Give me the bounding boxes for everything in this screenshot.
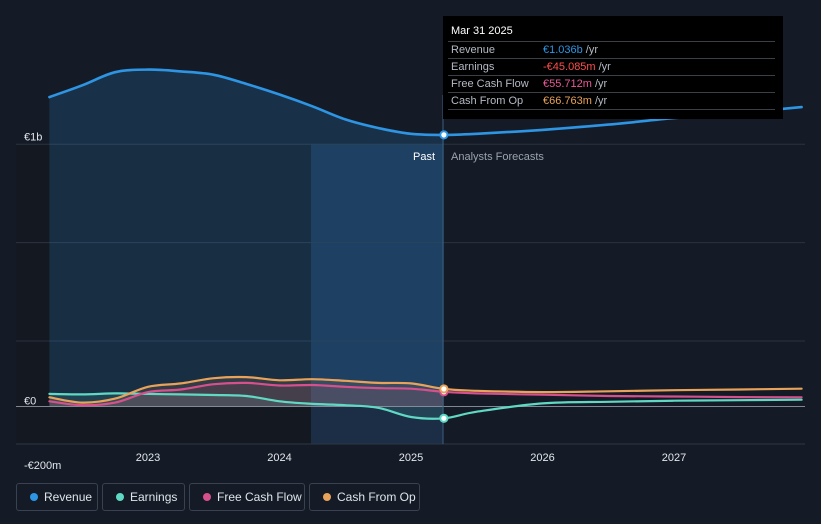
free-cash-flow-line: [48, 381, 803, 407]
tooltip-label: Free Cash Flow: [451, 78, 529, 90]
past-shade: [311, 144, 443, 444]
revenue-line: [48, 68, 803, 137]
tooltip-row-revenue: Revenue €1.036b/yr: [443, 41, 783, 58]
x-axis-label: 2025: [399, 452, 423, 464]
y-axis-label: €0: [24, 396, 36, 408]
legend-label: Cash From Op: [337, 490, 416, 504]
legend-item-earnings[interactable]: Earnings: [102, 483, 185, 511]
legend-item-revenue[interactable]: Revenue: [16, 483, 98, 511]
legend-dot-icon: [203, 493, 211, 501]
tooltip-label: Cash From Op: [451, 95, 524, 107]
x-axis-labels: 2023 2024 2025 2026 2027: [136, 452, 686, 464]
legend-dot-icon: [116, 493, 124, 501]
x-axis-label: 2027: [662, 452, 686, 464]
legend-dot-icon: [30, 493, 38, 501]
x-axis-label: 2023: [136, 452, 160, 464]
earnings-marker: [439, 413, 449, 423]
free-cash-flow-area: [49, 382, 444, 407]
tooltip-value: €66.763m: [543, 95, 592, 107]
tooltip-unit: /yr: [594, 78, 608, 90]
tooltip-unit: /yr: [594, 95, 608, 107]
series-areas: [49, 69, 444, 419]
legend-label: Revenue: [44, 490, 93, 504]
tooltip-row-cash-from-op: Cash From Op €66.763m/yr: [443, 92, 783, 110]
cash-from-op-area: [49, 376, 444, 407]
legend-item-free-cash-flow[interactable]: Free Cash Flow: [189, 483, 305, 511]
tooltip-unit: /yr: [598, 61, 611, 73]
tooltip-row-free-cash-flow: Free Cash Flow €55.712m/yr: [443, 75, 783, 92]
tooltip-value: -€45.085m: [543, 61, 596, 73]
y-axis-labels: €1b €0 -€200m: [24, 131, 61, 472]
y-axis-label: €1b: [24, 131, 42, 143]
tooltip-value: €1.036b: [543, 44, 583, 56]
cash-from-op-line: [48, 375, 803, 404]
earnings-line: [48, 392, 803, 420]
tooltip-row-earnings: Earnings -€45.085m/yr: [443, 58, 783, 75]
y-axis-label: -€200m: [24, 460, 61, 472]
legend-label: Free Cash Flow: [217, 490, 302, 504]
earnings-area: [49, 393, 444, 419]
gridlines: [16, 143, 805, 445]
tooltip: Mar 31 2025 Revenue €1.036b/yr Earnings …: [443, 16, 783, 119]
x-axis-label: 2024: [267, 452, 291, 464]
x-axis-label: 2026: [530, 452, 554, 464]
series-lines: [48, 68, 803, 420]
legend-label: Earnings: [130, 490, 178, 504]
tooltip-label: Earnings: [451, 61, 495, 73]
tooltip-date: Mar 31 2025: [451, 25, 513, 37]
forecast-label: Analysts Forecasts: [451, 151, 544, 163]
cash-from-op-marker: [439, 384, 449, 394]
highlight-markers: [439, 130, 449, 423]
tooltip-label: Revenue: [451, 44, 496, 56]
revenue-area: [49, 69, 444, 407]
tooltip-unit: /yr: [585, 44, 598, 56]
past-label: Past: [413, 151, 435, 163]
tooltip-value: €55.712m: [543, 78, 592, 90]
revenue-marker: [439, 130, 449, 140]
legend-item-cash-from-op[interactable]: Cash From Op: [309, 483, 420, 511]
legend-dot-icon: [323, 493, 331, 501]
